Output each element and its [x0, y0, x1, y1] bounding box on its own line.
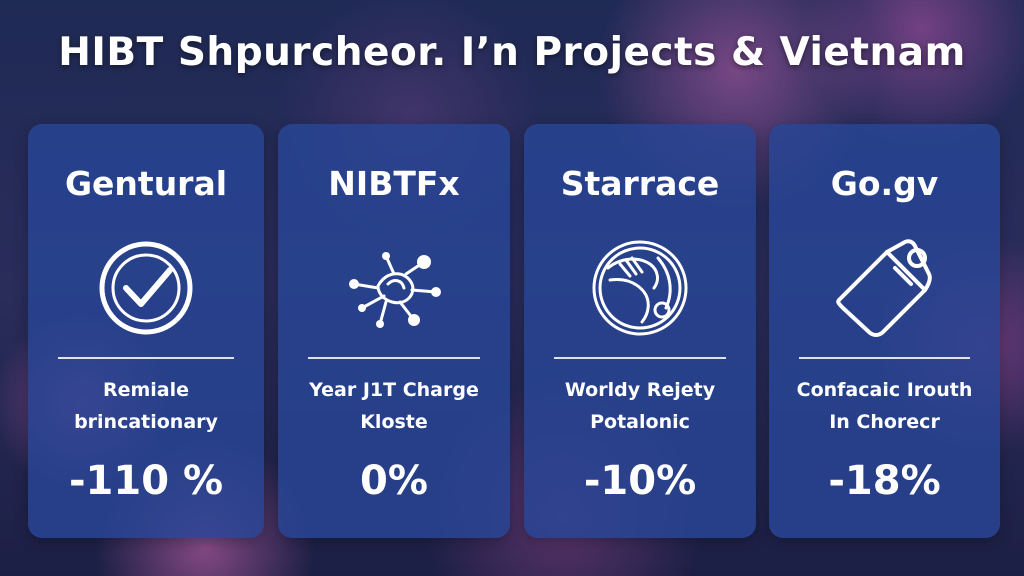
description-line: Potalonic	[590, 411, 690, 433]
document-tag-icon	[835, 239, 932, 337]
globe-icon	[592, 240, 688, 336]
card-starrace: Starrace Worldy Rejety Potalonic -10%	[524, 124, 756, 538]
divider	[799, 357, 970, 359]
description-line: Year J1T Charge	[309, 379, 479, 401]
description-line: Kloste	[360, 411, 428, 433]
card-value: -110 %	[68, 458, 224, 504]
card-title: Starrace	[560, 164, 720, 203]
divider	[554, 357, 726, 359]
card-description: Worldy Rejety Potalonic	[534, 374, 746, 438]
card-description: Remiale brincationary	[38, 374, 254, 438]
description-line: brincationary	[74, 411, 218, 433]
card-value: -18%	[828, 458, 941, 504]
description-line: Worldy Rejety	[564, 379, 716, 401]
divider	[308, 357, 480, 359]
checkmark-circle-icon	[99, 241, 193, 335]
card-value: 0%	[360, 458, 428, 504]
card-title: NIBTFx	[328, 164, 460, 203]
divider	[58, 357, 234, 359]
page-title: HIBT Shpurcheor. I’n Projects & Vietnam	[58, 30, 966, 75]
card-description: Year J1T Charge Kloste	[288, 374, 500, 438]
card-value: -10%	[583, 458, 697, 504]
card-nibtfx: NIBTFx Year J1T Charge Kloste 0%	[278, 124, 510, 538]
card-title: Go.gv	[830, 164, 939, 203]
description-line: In Chorecr	[829, 411, 940, 433]
description-line: Confacaic Irouth	[796, 379, 973, 401]
network-nodes-icon	[349, 252, 441, 328]
card-title: Gentural	[64, 164, 228, 203]
card-gogv: Go.gv Confacaic Irouth In Chorecr -18%	[769, 124, 1000, 538]
card-description: Confacaic Irouth In Chorecr	[779, 374, 990, 438]
description-line: Remiale	[102, 379, 190, 401]
card-gentural: Gentural Remiale brincationary -110 %	[28, 124, 264, 538]
